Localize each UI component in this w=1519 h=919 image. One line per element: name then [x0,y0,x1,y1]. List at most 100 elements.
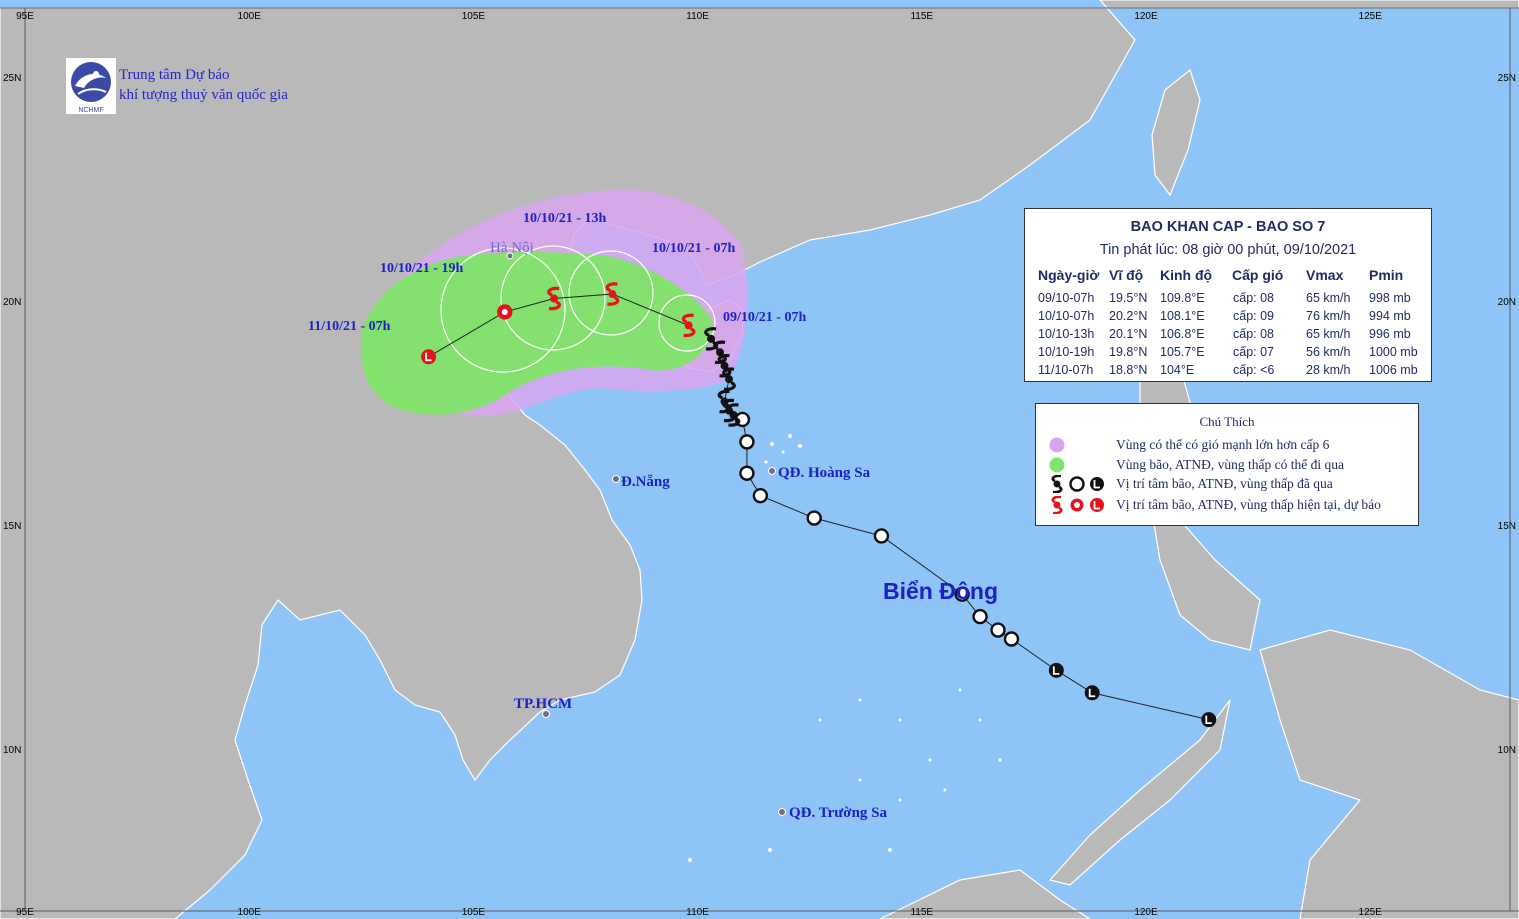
past-track-point-2-low-icon [1048,662,1064,678]
lon-tick-top-0: 95E [16,11,34,22]
truongsa-marker [778,808,786,816]
col-header-wind: Cấp gió [1232,267,1284,283]
legend-text-wind: Vùng có thể có gió mạnh lớn hơn cấp 6 [1116,437,1330,452]
bulletin-cell: 65 km/h [1306,327,1351,341]
svg-text:NCHMF: NCHMF [78,107,103,114]
bulletin-cell: 10/10-07h [1038,309,1095,323]
bulletin-cell: 18.8°N [1109,363,1148,377]
wind-zone-swatch-icon [1049,437,1065,453]
place-hanoi: Hà Nội [490,240,534,256]
past-track-point-15-storm-icon [717,389,732,414]
borneo-north [879,869,1092,919]
past-track-point-3-depression-icon [1003,631,1020,647]
past-track-point-0-low-icon [1201,712,1217,728]
lat-tick-right-3: 10N [1498,745,1516,756]
bulletin-cell: 09/10-07h [1038,291,1095,305]
city-markers [506,252,786,816]
forecast-track-point-3-depression-icon [497,304,513,320]
forecast-label-3: 10/10/21 - 19h [380,261,463,276]
graticule [0,7,1519,912]
forecast-track-point-4-low-icon [421,349,437,365]
lon-tick-top-3: 110E [686,11,709,22]
island-dots [688,434,1002,862]
bulletin-cell: cấp: 08 [1233,327,1275,341]
past-track-point-10-depression-icon [739,465,755,481]
forecast-radius-circles [440,245,716,373]
lon-tick-top-4: 115E [910,11,933,22]
hanoi-marker [506,252,514,260]
col-header-pmin: Pmin [1369,267,1404,283]
forecast-label-4: 11/10/21 - 07h [308,319,391,334]
lat-tick-right-0: 25N [1498,73,1516,84]
lon-tick-top-1: 100E [238,11,262,22]
bulletin-cell: 19.8°N [1109,345,1148,359]
legend-item-wind: Vùng có thể có gió mạnh lớn hơn cấp 6 [1036,436,1418,454]
lon-tick-bottom-4: 115E [910,907,933,918]
bulletin-cell: 20.1°N [1109,327,1148,341]
past-track-point-11-depression-icon [739,434,755,450]
lon-tick-bottom-2: 105E [462,907,486,918]
bulletin-cell: 10/10-19h [1038,345,1095,359]
legend-panel: Chú Thích Vùng có thể có gió mạnh lớn hơ… [1035,403,1419,526]
legend-title: Chú Thích [1199,414,1255,429]
past-track-point-7-depression-icon [873,528,890,544]
past-track-point-9-depression-icon [752,487,769,504]
past-track-point-8-depression-icon [806,510,822,526]
past-track-point-5-depression-icon [972,608,988,625]
org-line-2: khí tượng thuỷ văn quốc gia [119,87,288,103]
bulletin-cell: 108.1°E [1160,309,1205,323]
bulletin-cell: 1006 mb [1369,363,1418,377]
bulletin-cell: 10/10-13h [1038,327,1095,341]
taiwan-island [1151,68,1201,197]
bulletin-cell: 994 mb [1369,309,1411,323]
bulletin-cell: 56 km/h [1306,345,1351,359]
lon-tick-bottom-1: 100E [238,907,262,918]
legend-text-past: Vị trí tâm bão, ATNĐ, vùng thấp đã qua [1116,476,1333,491]
forecast-track-point-2-storm-icon [547,286,561,311]
bulletin-cell: 105.7°E [1160,345,1205,359]
forecast-label-0: 09/10/21 - 07h [723,310,806,325]
bulletin-panel: BAO KHAN CAP - BAO SO 7 Tin phát lúc: 08… [1024,208,1432,382]
past-track-point-4-depression-icon [990,622,1006,638]
col-header-lon: Kinh độ [1160,267,1213,283]
forecast-symbols-icon [1051,496,1104,514]
bulletin-subtitle: Tin phát lúc: 08 giờ 00 phút, 09/10/2021 [1099,242,1357,258]
lon-tick-bottom-6: 125E [1359,907,1383,918]
place-hcm: TP.HCM [514,696,572,712]
lat-tick-right-1: 20N [1498,297,1516,308]
past-symbols-icon [1051,475,1104,493]
visayas-mindanao [1259,629,1519,919]
col-header-datetime: Ngày-giờ [1038,267,1100,283]
legend-text-forecast: Vị trí tâm bão, ATNĐ, vùng thấp hiện tại… [1116,497,1381,512]
col-header-lat: Vĩ độ [1109,267,1144,283]
forecast-track-point-1-storm-icon [605,282,620,306]
lat-tick-left-0: 25N [3,73,21,84]
bulletin-title: BAO KHAN CAP - BAO SO 7 [1130,219,1326,235]
lon-tick-top-6: 125E [1359,11,1383,22]
past-track-point-1-low-icon [1084,685,1100,701]
legend-item-past: Vị trí tâm bão, ATNĐ, vùng thấp đã qua [1036,475,1418,493]
organization-header: NCHMF Trung tâm Dự báo khí tượng thuỷ vă… [66,56,366,116]
place-danang: Đ.Nẵng [621,474,670,490]
hoangsa-marker [768,467,776,475]
bulletin-cell: 11/10-07h [1038,363,1094,377]
lon-tick-top-2: 105E [462,11,486,22]
bulletin-cell: 998 mb [1369,291,1411,305]
lat-tick-left-1: 20N [3,297,21,308]
lat-tick-left-2: 15N [3,521,21,532]
sea-name: Biển Đông [883,578,998,604]
danger-zone-swatch-icon [1049,457,1065,473]
bulletin-cell: 1000 mb [1369,345,1418,359]
lon-tick-bottom-3: 110E [686,907,709,918]
bulletin-cell: 20.2°N [1109,309,1148,323]
legend-item-forecast: Vị trí tâm bão, ATNĐ, vùng thấp hiện tại… [1036,496,1418,514]
danger-zone [360,251,713,415]
bulletin-cell: cấp: 08 [1233,291,1275,305]
axis-ticks: 95E 95E 100E 100E 105E 105E 110E 110E 115E 115E 12… [3,11,1516,918]
forecast-track-point-0-storm-icon [681,313,696,338]
bulletin-cell: cấp: 09 [1233,309,1275,323]
legend-text-danger: Vùng bão, ATNĐ, vùng thấp có thể đi qua [1116,457,1344,472]
bulletin-cell: cấp: <6 [1233,363,1275,377]
bulletin-cell: 76 km/h [1306,309,1351,323]
